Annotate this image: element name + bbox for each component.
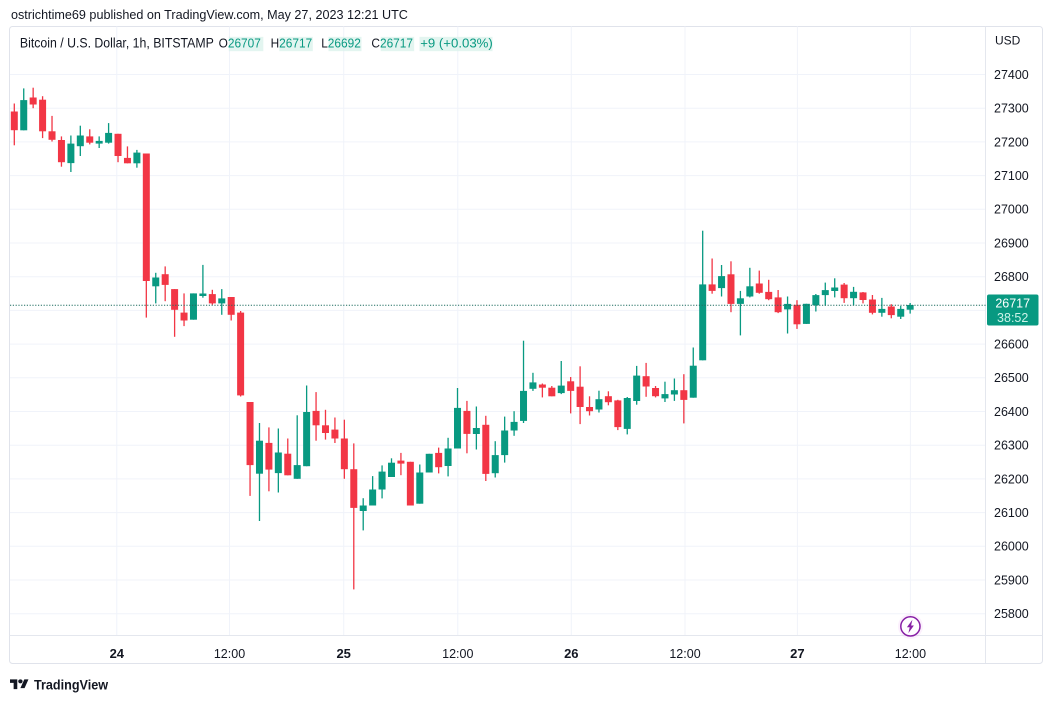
svg-text:27100: 27100 — [994, 169, 1029, 183]
svg-text:ostrichtime69 published on Tra: ostrichtime69 published on TradingView.c… — [11, 7, 408, 22]
svg-text:27400: 27400 — [994, 68, 1029, 82]
svg-text:25800: 25800 — [994, 607, 1029, 621]
svg-text:26400: 26400 — [994, 405, 1029, 419]
svg-text:O26707: O26707 — [219, 36, 261, 51]
svg-text:Bitcoin / U.S. Dollar, 1h, BIT: Bitcoin / U.S. Dollar, 1h, BITSTAMP — [20, 35, 214, 51]
svg-text:27: 27 — [790, 646, 804, 661]
svg-text:27000: 27000 — [994, 203, 1029, 217]
svg-text:H26717: H26717 — [271, 36, 313, 51]
svg-text:26: 26 — [564, 646, 578, 661]
svg-text:26717: 26717 — [995, 296, 1030, 310]
svg-text:12:00: 12:00 — [442, 647, 473, 661]
svg-text:26100: 26100 — [994, 506, 1029, 520]
svg-text:12:00: 12:00 — [669, 647, 700, 661]
svg-text:+9 (+0.03%): +9 (+0.03%) — [420, 35, 493, 50]
svg-text:C26717: C26717 — [371, 36, 413, 51]
svg-text:24: 24 — [110, 646, 125, 661]
svg-text:26600: 26600 — [994, 338, 1029, 352]
svg-text:26200: 26200 — [994, 472, 1029, 486]
svg-text:26300: 26300 — [994, 439, 1029, 453]
svg-text:L26692: L26692 — [321, 36, 361, 51]
svg-text:12:00: 12:00 — [895, 647, 926, 661]
svg-text:38:52: 38:52 — [997, 311, 1028, 325]
svg-text:26900: 26900 — [994, 236, 1029, 250]
svg-text:27300: 27300 — [994, 102, 1029, 116]
svg-text:25: 25 — [336, 646, 350, 661]
svg-text:26800: 26800 — [994, 270, 1029, 284]
svg-text:26000: 26000 — [994, 540, 1029, 554]
svg-text:25900: 25900 — [994, 573, 1029, 587]
svg-text:USD: USD — [995, 34, 1021, 48]
svg-text:12:00: 12:00 — [214, 647, 245, 661]
svg-text:27200: 27200 — [994, 135, 1029, 149]
svg-text:26500: 26500 — [994, 371, 1029, 385]
svg-text:TradingView: TradingView — [34, 677, 109, 692]
